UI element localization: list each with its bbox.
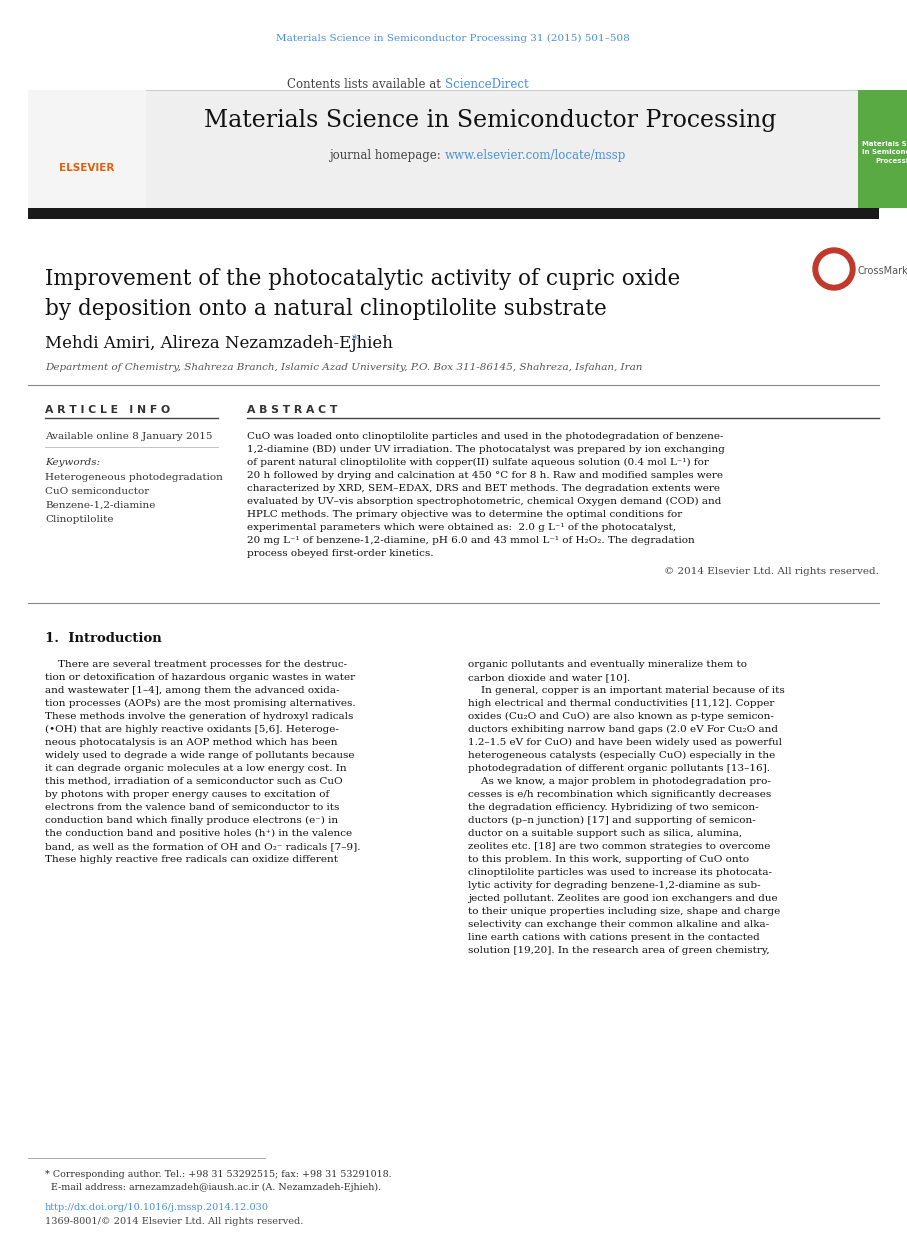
Text: by photons with proper energy causes to excitation of: by photons with proper energy causes to … xyxy=(45,790,329,799)
Text: A R T I C L E   I N F O: A R T I C L E I N F O xyxy=(45,405,171,415)
Text: selectivity can exchange their common alkaline and alka-: selectivity can exchange their common al… xyxy=(468,920,769,928)
Text: Keywords:: Keywords: xyxy=(45,458,100,467)
Text: conduction band which finally produce electrons (e⁻) in: conduction band which finally produce el… xyxy=(45,816,338,825)
Text: *: * xyxy=(352,334,358,347)
Text: process obeyed first-order kinetics.: process obeyed first-order kinetics. xyxy=(247,548,434,558)
Text: and wastewater [1–4], among them the advanced oxida-: and wastewater [1–4], among them the adv… xyxy=(45,686,339,695)
Text: A B S T R A C T: A B S T R A C T xyxy=(247,405,337,415)
Text: HPLC methods. The primary objective was to determine the optimal conditions for: HPLC methods. The primary objective was … xyxy=(247,510,682,519)
Text: jected pollutant. Zeolites are good ion exchangers and due: jected pollutant. Zeolites are good ion … xyxy=(468,894,777,903)
Text: CrossMark: CrossMark xyxy=(858,266,907,276)
Text: Clinoptilolite: Clinoptilolite xyxy=(45,515,113,524)
Text: by deposition onto a natural clinoptilolite substrate: by deposition onto a natural clinoptilol… xyxy=(45,298,607,319)
Text: ductor on a suitable support such as silica, alumina,: ductor on a suitable support such as sil… xyxy=(468,829,742,838)
Text: As we know, a major problem in photodegradation pro-: As we know, a major problem in photodegr… xyxy=(468,777,771,786)
Text: ductors exhibiting narrow band gaps (2.0 eV For Cu₂O and: ductors exhibiting narrow band gaps (2.0… xyxy=(468,725,778,734)
Bar xyxy=(858,90,907,208)
Text: Heterogeneous photodegradation: Heterogeneous photodegradation xyxy=(45,473,223,482)
Text: oxides (Cu₂O and CuO) are also known as p-type semicon-: oxides (Cu₂O and CuO) are also known as … xyxy=(468,712,774,721)
Text: cesses is e/h recombination which significantly decreases: cesses is e/h recombination which signif… xyxy=(468,790,771,799)
Text: heterogeneous catalysts (especially CuO) especially in the: heterogeneous catalysts (especially CuO)… xyxy=(468,751,775,760)
Text: (•OH) that are highly reactive oxidants [5,6]. Heteroge-: (•OH) that are highly reactive oxidants … xyxy=(45,725,339,734)
Text: to this problem. In this work, supporting of CuO onto: to this problem. In this work, supportin… xyxy=(468,855,749,864)
Text: neous photocatalysis is an AOP method which has been: neous photocatalysis is an AOP method wh… xyxy=(45,738,337,747)
Text: 1369-8001/© 2014 Elsevier Ltd. All rights reserved.: 1369-8001/© 2014 Elsevier Ltd. All right… xyxy=(45,1217,303,1226)
Text: line earth cations with cations present in the contacted: line earth cations with cations present … xyxy=(468,933,760,942)
Text: carbon dioxide and water [10].: carbon dioxide and water [10]. xyxy=(468,673,630,682)
Text: it can degrade organic molecules at a low energy cost. In: it can degrade organic molecules at a lo… xyxy=(45,764,346,773)
Text: Mehdi Amiri, Alireza Nezamzadeh-Ejhieh: Mehdi Amiri, Alireza Nezamzadeh-Ejhieh xyxy=(45,335,393,352)
Text: Benzene-1,2-diamine: Benzene-1,2-diamine xyxy=(45,501,155,510)
Text: characterized by XRD, SEM–EDAX, DRS and BET methods. The degradation extents wer: characterized by XRD, SEM–EDAX, DRS and … xyxy=(247,484,720,493)
Text: experimental parameters which were obtained as:  2.0 g L⁻¹ of the photocatalyst,: experimental parameters which were obtai… xyxy=(247,522,676,532)
Text: journal homepage:: journal homepage: xyxy=(329,149,445,161)
Text: These highly reactive free radicals can oxidize different: These highly reactive free radicals can … xyxy=(45,855,338,864)
Text: tion or detoxification of hazardous organic wastes in water: tion or detoxification of hazardous orga… xyxy=(45,673,356,682)
Text: 1.2–1.5 eV for CuO) and have been widely used as powerful: 1.2–1.5 eV for CuO) and have been widely… xyxy=(468,738,782,747)
Text: http://dx.doi.org/10.1016/j.mssp.2014.12.030: http://dx.doi.org/10.1016/j.mssp.2014.12… xyxy=(45,1203,269,1212)
Text: band, as well as the formation of OH and O₂⁻ radicals [7–9].: band, as well as the formation of OH and… xyxy=(45,842,360,851)
Text: to their unique properties including size, shape and charge: to their unique properties including siz… xyxy=(468,907,780,916)
Text: Contents lists available at: Contents lists available at xyxy=(288,78,445,92)
Text: this method, irradiation of a semiconductor such as CuO: this method, irradiation of a semiconduc… xyxy=(45,777,343,786)
Text: These methods involve the generation of hydroxyl radicals: These methods involve the generation of … xyxy=(45,712,354,721)
Text: lytic activity for degrading benzene-1,2-diamine as sub-: lytic activity for degrading benzene-1,2… xyxy=(468,881,761,890)
Text: In general, copper is an important material because of its: In general, copper is an important mater… xyxy=(468,686,785,695)
Text: * Corresponding author. Tel.: +98 31 53292515; fax: +98 31 53291018.: * Corresponding author. Tel.: +98 31 532… xyxy=(45,1170,392,1179)
Text: CuO was loaded onto clinoptilolite particles and used in the photodegradation of: CuO was loaded onto clinoptilolite parti… xyxy=(247,432,724,441)
Text: the conduction band and positive holes (h⁺) in the valence: the conduction band and positive holes (… xyxy=(45,829,352,838)
Bar xyxy=(28,90,146,208)
Text: ELSEVIER: ELSEVIER xyxy=(59,163,114,173)
Text: evaluated by UV–vis absorption spectrophotometric, chemical Oxygen demand (COD) : evaluated by UV–vis absorption spectroph… xyxy=(247,496,721,506)
Text: 20 mg L⁻¹ of benzene-1,2-diamine, pH 6.0 and 43 mmol L⁻¹ of H₂O₂. The degradatio: 20 mg L⁻¹ of benzene-1,2-diamine, pH 6.0… xyxy=(247,536,695,545)
Text: tion processes (AOPs) are the most promising alternatives.: tion processes (AOPs) are the most promi… xyxy=(45,699,356,708)
Text: Materials Science in Semiconductor Processing 31 (2015) 501–508: Materials Science in Semiconductor Proce… xyxy=(276,33,629,42)
Text: © 2014 Elsevier Ltd. All rights reserved.: © 2014 Elsevier Ltd. All rights reserved… xyxy=(664,567,879,576)
Text: high electrical and thermal conductivities [11,12]. Copper: high electrical and thermal conductiviti… xyxy=(468,699,775,708)
Bar xyxy=(28,208,879,219)
Text: 1.  Introduction: 1. Introduction xyxy=(45,633,161,645)
Text: There are several treatment processes for the destruc-: There are several treatment processes fo… xyxy=(45,660,347,669)
Text: of parent natural clinoptilolite with copper(II) sulfate aqueous solution (0.4 m: of parent natural clinoptilolite with co… xyxy=(247,458,709,467)
Text: ScienceDirect: ScienceDirect xyxy=(445,78,529,92)
Text: CuO semiconductor: CuO semiconductor xyxy=(45,487,150,496)
Text: 20 h followed by drying and calcination at 450 °C for 8 h. Raw and modified samp: 20 h followed by drying and calcination … xyxy=(247,470,723,480)
Bar xyxy=(28,90,879,208)
Text: ductors (p–n junction) [17] and supporting of semicon-: ductors (p–n junction) [17] and supporti… xyxy=(468,816,756,825)
Circle shape xyxy=(819,254,849,284)
Text: Materials Science
in Semiconductor
Processing: Materials Science in Semiconductor Proce… xyxy=(862,140,907,163)
Text: www.elsevier.com/locate/mssp: www.elsevier.com/locate/mssp xyxy=(445,149,627,161)
Text: widely used to degrade a wide range of pollutants because: widely used to degrade a wide range of p… xyxy=(45,751,355,760)
Text: clinoptilolite particles was used to increase its photocata-: clinoptilolite particles was used to inc… xyxy=(468,868,772,877)
Text: photodegradation of different organic pollutants [13–16].: photodegradation of different organic po… xyxy=(468,764,770,773)
Text: E-mail address: arnezamzadeh@iaush.ac.ir (A. Nezamzadeh-Ejhieh).: E-mail address: arnezamzadeh@iaush.ac.ir… xyxy=(45,1184,381,1192)
Text: Improvement of the photocatalytic activity of cupric oxide: Improvement of the photocatalytic activi… xyxy=(45,267,680,290)
Text: organic pollutants and eventually mineralize them to: organic pollutants and eventually minera… xyxy=(468,660,747,669)
Text: 1,2-diamine (BD) under UV irradiation. The photocatalyst was prepared by ion exc: 1,2-diamine (BD) under UV irradiation. T… xyxy=(247,444,725,454)
Text: Department of Chemistry, Shahreza Branch, Islamic Azad University, P.O. Box 311-: Department of Chemistry, Shahreza Branch… xyxy=(45,363,642,371)
Text: Materials Science in Semiconductor Processing: Materials Science in Semiconductor Proce… xyxy=(204,109,776,131)
Text: electrons from the valence band of semiconductor to its: electrons from the valence band of semic… xyxy=(45,803,339,812)
Text: solution [19,20]. In the research area of green chemistry,: solution [19,20]. In the research area o… xyxy=(468,946,770,954)
Circle shape xyxy=(813,248,855,290)
Text: the degradation efficiency. Hybridizing of two semicon-: the degradation efficiency. Hybridizing … xyxy=(468,803,758,812)
Text: Available online 8 January 2015: Available online 8 January 2015 xyxy=(45,432,212,441)
Text: zeolites etc. [18] are two common strategies to overcome: zeolites etc. [18] are two common strate… xyxy=(468,842,770,851)
